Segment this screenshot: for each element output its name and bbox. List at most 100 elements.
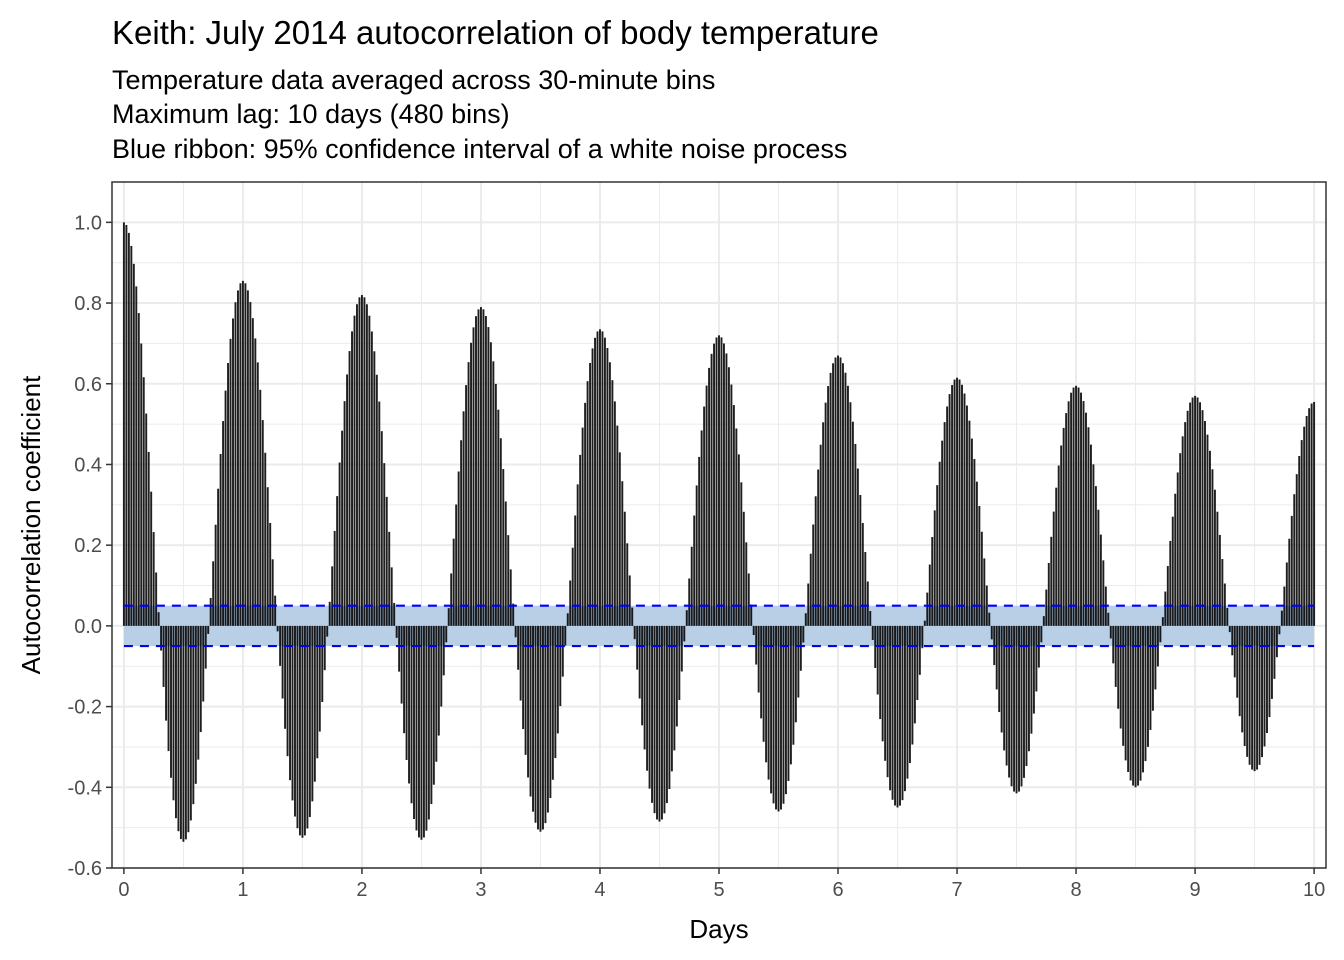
acf-bar	[132, 263, 135, 626]
acf-bar	[514, 625, 517, 638]
acf-bar	[460, 440, 463, 626]
acf-bar	[571, 547, 574, 626]
acf-bar	[1211, 469, 1214, 626]
acf-bar	[861, 523, 864, 626]
acf-bar	[1298, 455, 1301, 626]
acf-bar	[638, 625, 641, 699]
acf-bar	[1122, 625, 1125, 746]
acf-bar	[705, 385, 708, 626]
acf-bar	[1266, 625, 1268, 734]
acf-bar	[1003, 625, 1006, 751]
acf-bar	[368, 315, 371, 626]
acf-bar	[968, 420, 971, 626]
acf-bar	[970, 438, 973, 626]
acf-bar	[708, 367, 711, 626]
acf-bar	[953, 379, 956, 626]
acf-bar	[365, 304, 368, 626]
acf-bar	[380, 431, 383, 626]
acf-bar	[479, 307, 482, 626]
acf-bar	[859, 495, 862, 626]
acf-bar	[1295, 474, 1298, 626]
acf-bar	[812, 524, 815, 626]
acf-bar	[328, 601, 331, 626]
acf-bar	[621, 481, 624, 626]
acf-bar	[489, 342, 492, 626]
acf-bar	[373, 351, 376, 626]
acf-bar	[1181, 436, 1184, 626]
acf-bar	[646, 625, 649, 771]
acf-bar	[700, 430, 703, 626]
acf-bar	[286, 625, 289, 757]
acf-bar	[556, 625, 559, 734]
acf-bar	[529, 625, 532, 797]
acf-bar	[1241, 625, 1244, 733]
acf-bar	[693, 515, 696, 626]
x-tick-label: 8	[1070, 879, 1081, 901]
acf-bar	[983, 558, 986, 626]
acf-bar	[1268, 625, 1271, 718]
acf-bar	[244, 283, 247, 626]
acf-bar	[232, 318, 234, 626]
acf-bar	[596, 331, 599, 626]
acf-bar	[269, 522, 272, 626]
acf-bar	[296, 625, 299, 829]
acf-bar	[152, 532, 155, 626]
acf-bar	[1270, 625, 1273, 699]
acf-bar	[973, 459, 976, 626]
acf-bar	[462, 411, 465, 626]
y-tick-label: 0.8	[74, 293, 102, 315]
acf-bar	[363, 297, 366, 626]
acf-bar	[162, 625, 165, 687]
acf-bar	[636, 625, 639, 670]
acf-bar	[313, 625, 316, 782]
acf-bar	[727, 367, 730, 626]
acf-bar	[254, 338, 257, 626]
acf-bar	[1045, 589, 1048, 626]
acf-bar	[673, 625, 676, 751]
acf-bar	[403, 625, 406, 734]
acf-bar	[435, 625, 438, 762]
acf-bar	[1057, 465, 1060, 626]
acf-bar	[1027, 625, 1030, 752]
acf-bar	[561, 625, 564, 677]
acf-bar	[916, 625, 919, 701]
acf-bar	[1208, 450, 1211, 626]
acf-bar	[829, 372, 832, 626]
acf-bar	[889, 625, 892, 791]
acf-bar	[1032, 625, 1035, 714]
acf-bar	[792, 625, 795, 745]
acf-bar	[1094, 486, 1097, 626]
acf-bar	[688, 578, 691, 626]
y-tick-label: 0.4	[74, 454, 102, 476]
acf-bar	[494, 383, 497, 626]
acf-bar	[1161, 617, 1164, 626]
acf-bar	[1253, 625, 1256, 772]
acf-bar	[457, 471, 460, 626]
acf-bar	[160, 625, 163, 651]
acf-bar	[383, 463, 386, 626]
acf-bar	[1228, 625, 1231, 633]
acf-bar	[574, 515, 577, 626]
acf-bar	[551, 625, 554, 780]
acf-bar	[1166, 566, 1169, 626]
acf-bar	[1204, 421, 1206, 626]
acf-bar	[715, 337, 718, 626]
acf-bar	[1129, 625, 1132, 781]
y-tick-label: 0.6	[74, 374, 102, 396]
acf-bar	[400, 625, 403, 704]
acf-bar	[375, 374, 378, 626]
acf-bar	[631, 607, 634, 626]
acf-bar	[722, 343, 725, 626]
acf-bar	[539, 625, 542, 832]
acf-bar	[1060, 445, 1063, 626]
acf-bar	[760, 625, 763, 719]
acf-bar	[946, 406, 949, 626]
acf-bar	[824, 402, 827, 626]
acf-bar	[492, 361, 495, 626]
acf-bar	[871, 625, 874, 640]
acf-bar	[1023, 625, 1025, 778]
acf-bar	[876, 625, 879, 695]
acf-bar	[204, 625, 207, 669]
acf-bar	[931, 536, 934, 626]
x-tick-label: 7	[951, 879, 962, 901]
